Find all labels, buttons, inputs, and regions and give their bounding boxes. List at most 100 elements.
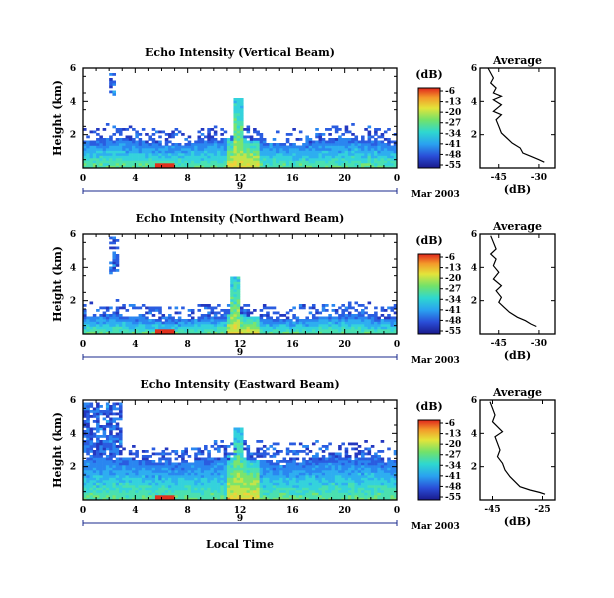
heatmap-cell — [118, 445, 123, 448]
heatmap-cell — [171, 324, 175, 327]
heatmap-cell — [112, 455, 117, 458]
heatmap-cell — [177, 148, 182, 151]
heatmap-cell — [282, 460, 287, 463]
heatmap-cell — [295, 495, 300, 498]
heatmap-cell — [154, 143, 159, 146]
heatmap-cell — [181, 306, 185, 310]
heatmap-cell — [347, 492, 352, 496]
heatmap-cell — [390, 331, 395, 335]
heatmap-cell — [259, 309, 264, 312]
heatmap-cell — [200, 460, 205, 463]
heatmap-cell — [292, 475, 296, 478]
heatmap-cell — [357, 475, 362, 478]
heatmap-cell — [190, 497, 195, 501]
heatmap-cell — [285, 497, 290, 501]
heatmap-cell — [240, 485, 244, 488]
heatmap-cell — [141, 475, 146, 478]
heatmap-cell — [249, 324, 254, 327]
heatmap-cell — [109, 480, 113, 483]
heatmap-cell — [289, 457, 293, 461]
heatmap-cell — [246, 497, 251, 501]
heatmap-cell — [115, 435, 120, 438]
heatmap-cell — [99, 150, 103, 154]
heatmap-cell — [341, 138, 345, 141]
heatmap-cell — [253, 150, 257, 154]
heatmap-cell — [233, 440, 238, 443]
heatmap-cell — [141, 472, 146, 476]
heatmap-cell — [249, 495, 254, 498]
heatmap-cell — [334, 321, 339, 325]
heatmap-cell — [318, 321, 323, 325]
heatmap-cell — [295, 477, 300, 481]
heatmap-cell — [122, 138, 126, 141]
heatmap-cell — [390, 485, 395, 488]
heatmap-cell — [89, 130, 94, 134]
heatmap-cell — [138, 153, 143, 156]
heatmap-cell — [151, 143, 156, 146]
heatmap-cell — [347, 495, 352, 498]
heatmap-cell — [190, 158, 195, 161]
heatmap-cell — [213, 470, 218, 473]
heatmap-cell — [233, 123, 238, 126]
heatmap-cell — [115, 477, 120, 481]
heatmap-cell — [285, 477, 290, 481]
heatmap-cell — [132, 160, 136, 164]
heatmap-cell — [315, 331, 319, 335]
heatmap-cell — [302, 165, 306, 169]
heatmap-cell — [200, 470, 205, 473]
heatmap-cell — [207, 153, 211, 156]
heatmap-cell — [302, 470, 306, 473]
heatmap-cell — [275, 329, 280, 332]
heatmap-cell — [315, 462, 319, 466]
heatmap-cell — [102, 467, 107, 471]
heatmap-cell — [367, 457, 372, 461]
heatmap-cell — [393, 306, 398, 310]
heatmap-cell — [83, 432, 87, 436]
heatmap-cell — [344, 497, 349, 501]
heatmap-cell — [249, 470, 254, 473]
heatmap-cell — [256, 158, 260, 161]
heatmap-cell — [374, 158, 378, 161]
heatmap-cell — [298, 304, 303, 307]
heatmap-cell — [109, 460, 113, 463]
heatmap-cell — [96, 497, 100, 501]
heatmap-cell — [168, 331, 172, 335]
heatmap-cell — [161, 145, 166, 149]
heatmap-cell — [125, 495, 130, 498]
heatmap-cell — [96, 482, 100, 486]
heatmap-cell — [145, 133, 149, 136]
heatmap-cell — [154, 485, 159, 488]
heatmap-cell — [223, 482, 228, 486]
heatmap-cell — [89, 140, 94, 144]
heatmap-cell — [377, 492, 381, 496]
heatmap-cell — [128, 460, 133, 463]
heatmap-cell — [197, 155, 202, 159]
heatmap-cell — [128, 160, 133, 164]
heatmap-cell — [361, 165, 365, 169]
heatmap-cell — [223, 477, 228, 481]
heatmap-cell — [112, 246, 117, 250]
heatmap-cell — [223, 475, 228, 478]
heatmap-cell — [171, 133, 175, 136]
heatmap-cell — [311, 304, 316, 307]
heatmap-cell — [318, 311, 323, 315]
heatmap-cell — [377, 319, 381, 322]
heatmap-cell — [200, 160, 205, 164]
heatmap-cell — [275, 490, 280, 493]
heatmap-cell — [141, 324, 146, 327]
heatmap-cell — [190, 495, 195, 498]
heatmap-cell — [334, 482, 339, 486]
heatmap-cell — [275, 442, 280, 446]
heatmap-cell — [387, 321, 391, 325]
heatmap-cell — [262, 480, 267, 483]
heatmap-cell — [292, 331, 296, 335]
profile-x-label: (dB) — [504, 349, 531, 362]
heatmap-cell — [164, 155, 169, 159]
heatmap-cell — [194, 480, 198, 483]
heatmap-cell — [83, 435, 87, 438]
heatmap-cell — [328, 155, 332, 159]
heatmap-cell — [364, 319, 368, 322]
heatmap-cell — [181, 133, 185, 136]
heatmap-cell — [83, 497, 87, 501]
heatmap-cell — [217, 482, 221, 486]
